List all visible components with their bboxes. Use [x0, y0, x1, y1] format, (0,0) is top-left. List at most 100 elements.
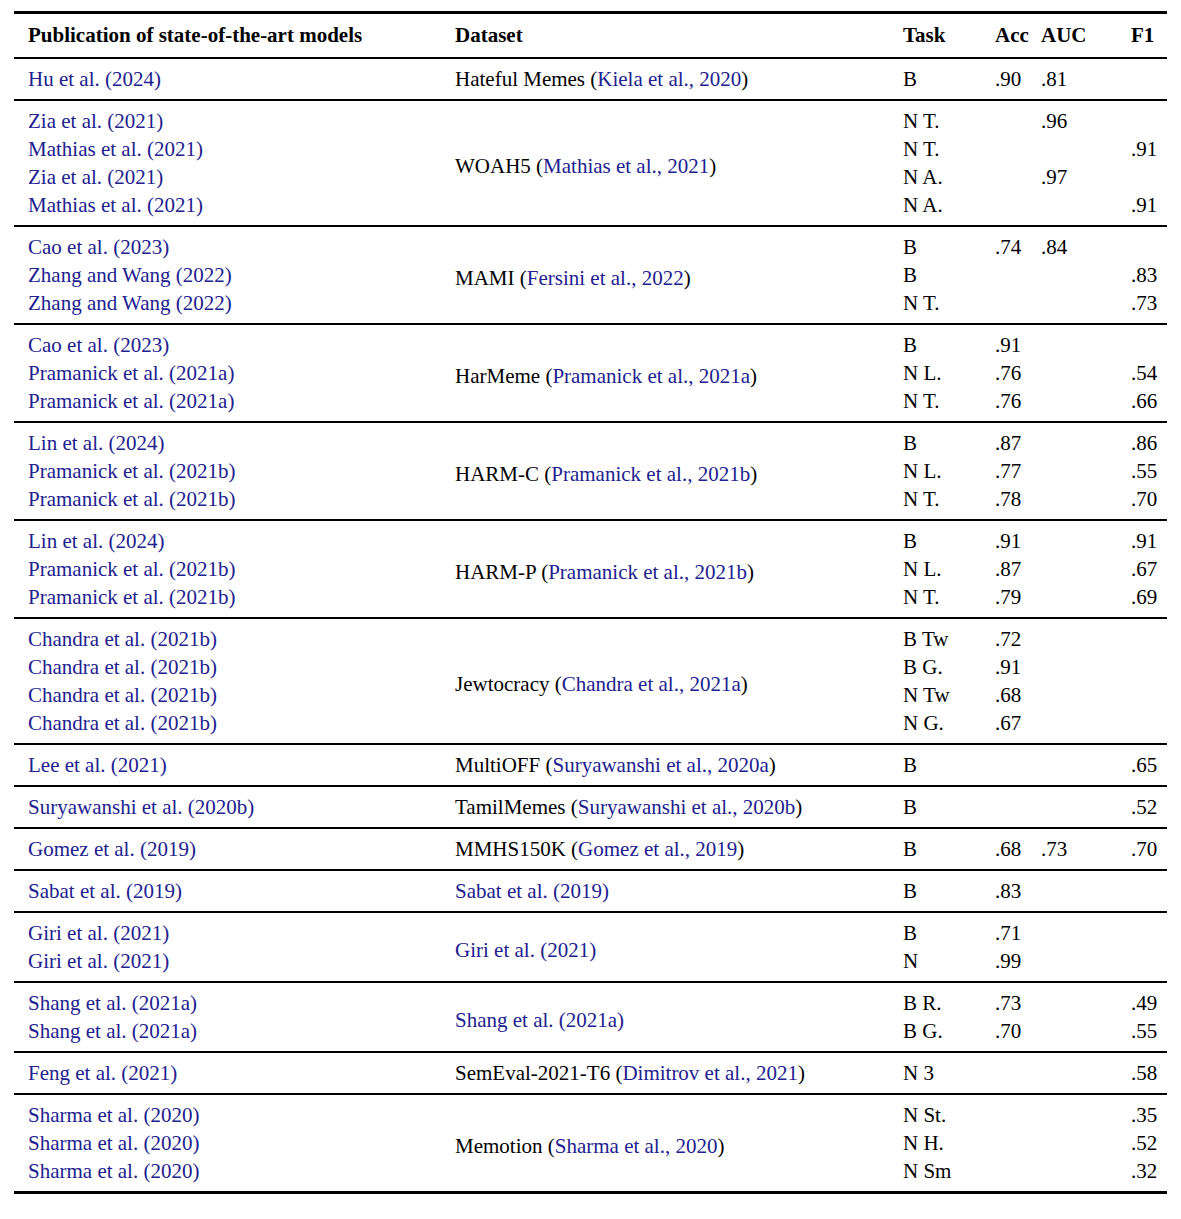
- publication-citation-link[interactable]: Chandra et al. (2021b): [28, 655, 217, 679]
- dataset-citation-link[interactable]: Gomez et al., 2019: [578, 837, 737, 861]
- auc-cell: [1027, 1052, 1117, 1094]
- auc-cell: [1027, 387, 1117, 422]
- dataset-citation-link[interactable]: Pramanick et al., 2021b: [551, 462, 750, 486]
- task-cell: N H.: [889, 1129, 981, 1157]
- publication-citation-link[interactable]: Lee et al. (2021): [28, 753, 167, 777]
- publication-citation-link[interactable]: Feng et al. (2021): [28, 1061, 177, 1085]
- f1-cell: .83: [1117, 261, 1167, 289]
- task-cell: N L.: [889, 555, 981, 583]
- auc-cell: [1027, 261, 1117, 289]
- f1-cell: [1117, 324, 1167, 359]
- acc-cell: [981, 135, 1027, 163]
- publication-citation-link[interactable]: Pramanick et al. (2021b): [28, 557, 236, 581]
- publication-citation-link[interactable]: Giri et al. (2021): [28, 949, 169, 973]
- publication-citation-link[interactable]: Sharma et al. (2020): [28, 1131, 199, 1155]
- task-cell: N St.: [889, 1094, 981, 1129]
- task-cell: B: [889, 520, 981, 555]
- dataset-cell: MMHS150K (Gomez et al., 2019): [441, 828, 889, 870]
- f1-cell: .55: [1117, 457, 1167, 485]
- dataset-citation-link[interactable]: Mathias et al., 2021: [543, 154, 709, 178]
- dataset-citation-link[interactable]: Chandra et al., 2021a: [562, 672, 741, 696]
- publication-citation-link[interactable]: Pramanick et al. (2021b): [28, 585, 236, 609]
- publication-citation-link[interactable]: Cao et al. (2023): [28, 235, 169, 259]
- dataset-citation-link[interactable]: Shang et al. (2021a): [455, 1008, 624, 1032]
- publication-cell: Chandra et al. (2021b): [14, 653, 441, 681]
- dataset-name-text: Jewtocracy (: [455, 672, 562, 696]
- dataset-citation-link[interactable]: Pramanick et al., 2021b: [548, 560, 747, 584]
- f1-cell: [1117, 653, 1167, 681]
- acc-cell: .73: [981, 982, 1027, 1017]
- publication-citation-link[interactable]: Pramanick et al. (2021a): [28, 389, 234, 413]
- result-row: Cao et al. (2023)MAMI (Fersini et al., 2…: [14, 226, 1167, 261]
- publication-citation-link[interactable]: Shang et al. (2021a): [28, 1019, 197, 1043]
- dataset-cell: Shang et al. (2021a): [441, 982, 889, 1052]
- acc-cell: .68: [981, 681, 1027, 709]
- publication-citation-link[interactable]: Giri et al. (2021): [28, 921, 169, 945]
- publication-citation-link[interactable]: Lin et al. (2024): [28, 431, 164, 455]
- publication-citation-link[interactable]: Gomez et al. (2019): [28, 837, 196, 861]
- task-cell: B R.: [889, 982, 981, 1017]
- publication-citation-link[interactable]: Zia et al. (2021): [28, 109, 163, 133]
- dataset-citation-link[interactable]: Pramanick et al., 2021a: [552, 364, 750, 388]
- task-cell: B: [889, 58, 981, 100]
- publication-citation-link[interactable]: Sharma et al. (2020): [28, 1103, 199, 1127]
- auc-cell: .81: [1027, 58, 1117, 100]
- dataset-cell: HARM-P (Pramanick et al., 2021b): [441, 520, 889, 618]
- publication-citation-link[interactable]: Zhang and Wang (2022): [28, 291, 232, 315]
- dataset-citation-link[interactable]: Dimitrov et al., 2021: [622, 1061, 798, 1085]
- auc-cell: [1027, 457, 1117, 485]
- publication-citation-link[interactable]: Zhang and Wang (2022): [28, 263, 232, 287]
- publication-citation-link[interactable]: Pramanick et al. (2021b): [28, 487, 236, 511]
- auc-cell: [1027, 786, 1117, 828]
- publication-cell: Pramanick et al. (2021a): [14, 387, 441, 422]
- task-cell: N T.: [889, 289, 981, 324]
- dataset-cell: Memotion (Sharma et al., 2020): [441, 1094, 889, 1193]
- acc-cell: [981, 191, 1027, 226]
- publication-citation-link[interactable]: Zia et al. (2021): [28, 165, 163, 189]
- publication-citation-link[interactable]: Chandra et al. (2021b): [28, 627, 217, 651]
- dataset-name-text: WOAH5 (: [455, 154, 543, 178]
- dataset-citation-link[interactable]: Suryawanshi et al., 2020a: [552, 753, 768, 777]
- publication-citation-link[interactable]: Sabat et al. (2019): [28, 879, 182, 903]
- task-cell: N L.: [889, 359, 981, 387]
- dataset-citation-link[interactable]: Giri et al. (2021): [455, 938, 596, 962]
- result-row: Hu et al. (2024)Hateful Memes (Kiela et …: [14, 58, 1167, 100]
- publication-citation-link[interactable]: Suryawanshi et al. (2020b): [28, 795, 254, 819]
- dataset-close-paren: ): [741, 672, 748, 696]
- publication-citation-link[interactable]: Pramanick et al. (2021a): [28, 361, 234, 385]
- auc-cell: [1027, 555, 1117, 583]
- dataset-citation-link[interactable]: Sabat et al. (2019): [455, 879, 609, 903]
- auc-cell: [1027, 681, 1117, 709]
- task-cell: B: [889, 786, 981, 828]
- result-row: Zia et al. (2021)WOAH5 (Mathias et al., …: [14, 100, 1167, 135]
- dataset-close-paren: ): [795, 795, 802, 819]
- dataset-citation-link[interactable]: Sharma et al., 2020: [555, 1134, 718, 1158]
- publication-citation-link[interactable]: Shang et al. (2021a): [28, 991, 197, 1015]
- task-cell: B: [889, 828, 981, 870]
- publication-citation-link[interactable]: Cao et al. (2023): [28, 333, 169, 357]
- publication-citation-link[interactable]: Sharma et al. (2020): [28, 1159, 199, 1183]
- task-cell: B: [889, 870, 981, 912]
- acc-cell: .90: [981, 58, 1027, 100]
- publication-cell: Pramanick et al. (2021a): [14, 359, 441, 387]
- f1-cell: [1117, 912, 1167, 947]
- dataset-citation-link[interactable]: Suryawanshi et al., 2020b: [578, 795, 796, 819]
- publication-citation-link[interactable]: Chandra et al. (2021b): [28, 683, 217, 707]
- result-row: Gomez et al. (2019) MMHS150K (Gomez et al…: [14, 828, 1167, 870]
- publication-cell: Giri et al. (2021): [14, 912, 441, 947]
- publication-citation-link[interactable]: Hu et al. (2024): [28, 67, 161, 91]
- acc-cell: .83: [981, 870, 1027, 912]
- f1-cell: [1117, 226, 1167, 261]
- auc-cell: [1027, 485, 1117, 520]
- publication-citation-link[interactable]: Chandra et al. (2021b): [28, 711, 217, 735]
- dataset-citation-link[interactable]: Fersini et al., 2022: [527, 266, 684, 290]
- dataset-citation-link[interactable]: Kiela et al., 2020: [597, 67, 741, 91]
- dataset-close-paren: ): [741, 67, 748, 91]
- publication-citation-link[interactable]: Mathias et al. (2021): [28, 193, 203, 217]
- acc-cell: .87: [981, 555, 1027, 583]
- acc-cell: .76: [981, 387, 1027, 422]
- publication-citation-link[interactable]: Mathias et al. (2021): [28, 137, 203, 161]
- publication-citation-link[interactable]: Lin et al. (2024): [28, 529, 164, 553]
- acc-cell: .76: [981, 359, 1027, 387]
- publication-citation-link[interactable]: Pramanick et al. (2021b): [28, 459, 236, 483]
